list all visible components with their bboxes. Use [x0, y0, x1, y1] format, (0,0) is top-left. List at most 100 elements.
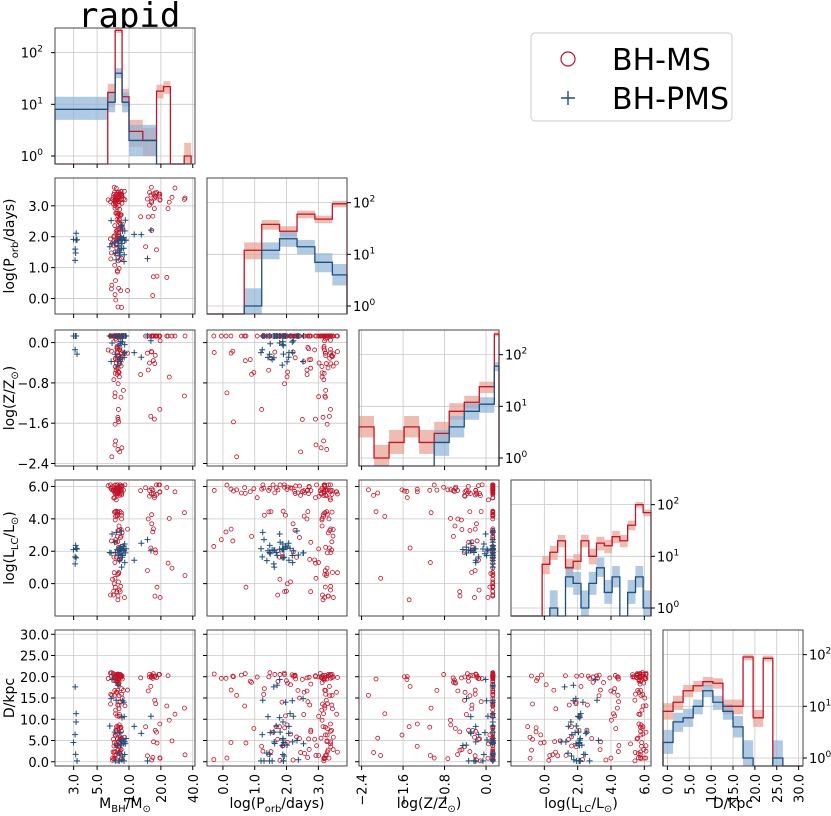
bh-ms-point: [254, 333, 260, 339]
bh-ms-point: [527, 755, 533, 761]
bh-pms-histogram: [207, 238, 348, 315]
bh-ms-point: [297, 535, 302, 540]
bh-ms-point: [371, 750, 376, 755]
bh-ms-point: [111, 581, 117, 587]
bh-ms-point: [118, 394, 124, 400]
y-tick-label: 0.0: [28, 578, 49, 593]
bh-ms-point: [324, 732, 330, 738]
y-tick-label: 30.0: [20, 628, 49, 643]
bh-ms-point: [242, 671, 248, 677]
hist-y-tick-label: 102: [353, 195, 375, 212]
bh-ms-point: [474, 521, 479, 527]
bh-ms-point: [249, 679, 254, 685]
y-tick-label: 10.0: [20, 713, 49, 728]
bh-ms-point: [539, 672, 544, 678]
bh-pms-point: [561, 683, 568, 690]
y-tick-label: 3.0: [28, 200, 49, 215]
bh-ms-point: [597, 747, 603, 753]
bh-pms-point: [592, 676, 599, 683]
bh-pms-point: [467, 540, 474, 547]
bh-ms-point: [182, 333, 188, 339]
bh-ms-point: [328, 587, 333, 593]
bh-pms-point: [73, 554, 80, 561]
bh-ms-point: [117, 699, 123, 705]
bh-ms-point: [116, 693, 122, 699]
bh-ms-point: [562, 673, 568, 679]
bh-pms-point: [121, 258, 128, 265]
bh-pms-point: [70, 739, 77, 746]
bh-ms-point: [635, 688, 641, 693]
bh-ms-point: [490, 689, 496, 695]
bh-ms-point: [298, 492, 304, 498]
bh-pms-point: [264, 354, 271, 361]
bh-pms-point: [121, 713, 128, 720]
y-tick-label: −0.8: [17, 377, 49, 392]
y-axis-label-d: D/kpc: [2, 678, 18, 718]
bh-ms-point: [145, 196, 150, 202]
bh-ms-point: [115, 269, 120, 275]
scatter-porb-vs-z-frame: [206, 329, 348, 467]
bh-ms-point: [108, 485, 114, 491]
bh-ms-point: [441, 484, 447, 490]
bh-ms-point: [321, 711, 326, 717]
bh-ms-point: [375, 735, 381, 741]
bh-ms-point: [324, 447, 330, 452]
bh-ms-point: [138, 488, 144, 494]
bh-ms-point: [251, 726, 257, 731]
bh-pms-point: [467, 729, 474, 736]
bh-ms-point: [138, 372, 144, 377]
x-tick-label: 3.0: [68, 774, 83, 795]
bh-ms-point: [228, 526, 234, 532]
bh-ms-point: [150, 333, 156, 339]
bh-pms-point: [114, 237, 121, 244]
scatter-z-vs-llc-frame: [358, 479, 500, 617]
bh-ms-point: [525, 724, 531, 730]
bh-ms-point: [472, 753, 478, 759]
bh-ms-point: [154, 729, 159, 735]
bh-ms-point: [119, 673, 125, 679]
bh-ms-point: [473, 490, 479, 496]
bh-ms-point: [450, 533, 456, 539]
bh-ms-point: [316, 546, 322, 552]
bh-ms-point: [119, 304, 124, 310]
bh-ms-point: [321, 758, 327, 764]
bh-pms-point: [113, 697, 120, 704]
bh-ms-point: [112, 688, 118, 693]
bh-ms-point: [112, 560, 118, 565]
bh-pms-point: [131, 349, 138, 356]
bh-ms-point: [313, 673, 318, 679]
bh-pms-point: [108, 217, 115, 224]
bh-ms-point: [282, 725, 288, 731]
bh-pms-point: [289, 738, 296, 745]
bh-ms-point: [399, 732, 405, 738]
bh-ms-point: [153, 550, 159, 556]
bh-ms-point: [455, 516, 461, 522]
bh-ms-point: [152, 547, 158, 553]
bh-ms-point: [108, 538, 114, 544]
bh-ms-point: [115, 509, 121, 515]
bh-pms-histogram: [662, 690, 803, 767]
bh-pms-point: [472, 738, 479, 745]
bh-ms-point: [218, 537, 224, 543]
bh-ms-point: [119, 200, 125, 206]
bh-ms-uncertainty-band: [479, 381, 495, 394]
bh-ms-point: [455, 688, 461, 694]
bh-pms-point: [73, 545, 80, 552]
bh-pms-point: [463, 544, 470, 551]
bh-ms-point: [473, 671, 479, 677]
bh-ms-point: [223, 529, 229, 535]
bh-pms-point: [121, 559, 128, 566]
bh-ms-point: [328, 728, 333, 734]
bh-ms-point: [313, 560, 318, 566]
bh-ms-point: [254, 674, 260, 680]
bh-ms-point: [328, 361, 334, 367]
bh-pms-point: [74, 545, 81, 552]
bh-pms-point: [120, 699, 127, 706]
bh-ms-point: [633, 691, 638, 697]
bh-ms-point: [118, 674, 124, 680]
y-tick-label: 15.0: [20, 692, 49, 707]
bh-ms-point: [211, 333, 217, 339]
bh-ms-point: [328, 721, 333, 727]
bh-ms-point: [156, 672, 162, 677]
bh-ms-point: [116, 407, 121, 412]
